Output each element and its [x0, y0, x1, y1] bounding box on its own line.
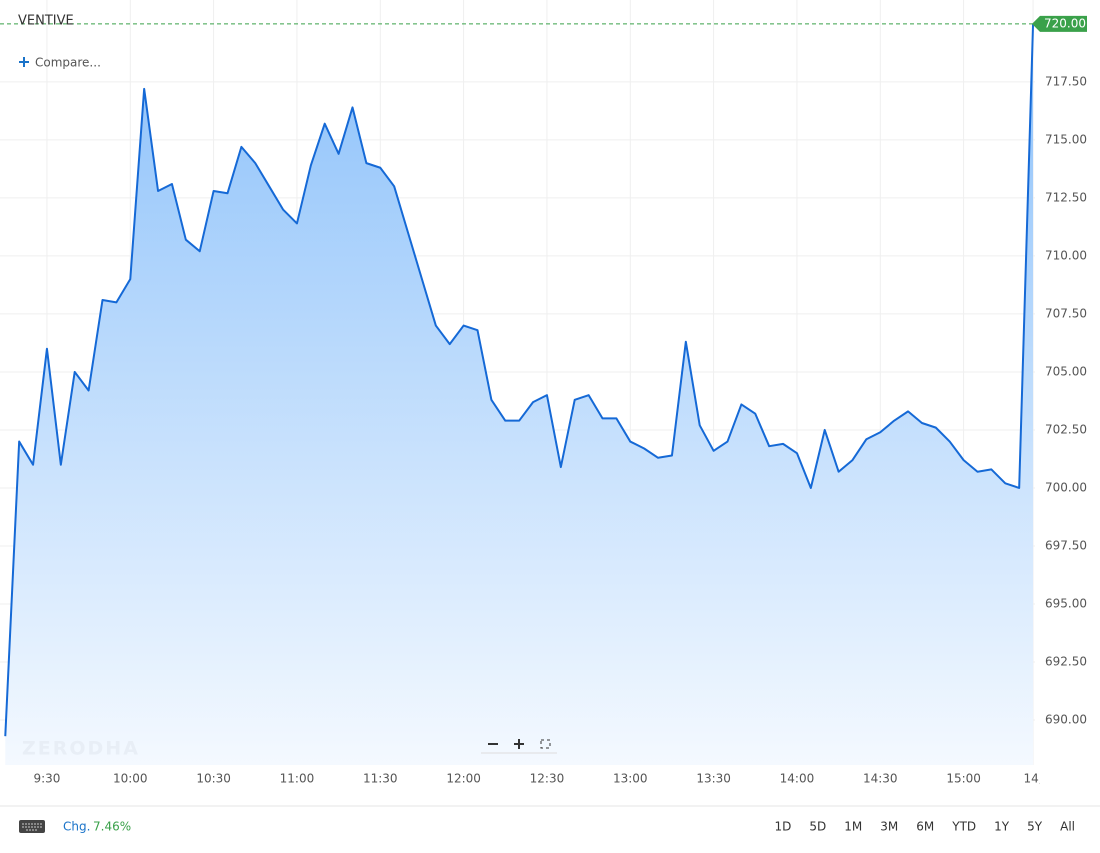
range-button[interactable]: 3M — [880, 820, 898, 834]
keyboard-icon[interactable] — [19, 820, 45, 833]
x-tick-label: 14:00 — [780, 772, 815, 786]
zoom-in[interactable] — [514, 739, 524, 749]
range-button[interactable]: 1M — [844, 820, 862, 834]
y-tick-label: 700.00 — [1045, 480, 1087, 494]
range-button[interactable]: 5D — [809, 820, 826, 834]
range-button[interactable]: YTD — [951, 820, 976, 834]
x-tick-label: 11:30 — [363, 772, 398, 786]
x-tick-label: 12:00 — [446, 772, 481, 786]
fullscreen[interactable] — [540, 739, 551, 749]
x-axis: 9:30 10:00 10:30 11:00 11:30 12:00 12:30 13:00 1… — [33, 772, 1043, 786]
change-value: 7.46% — [93, 820, 131, 834]
y-tick-label: 705.00 — [1045, 364, 1087, 378]
watermark: ZERODHA — [22, 738, 140, 760]
x-tick-label: 15:00 — [946, 772, 981, 786]
y-tick-label: 695.00 — [1045, 596, 1087, 610]
range-button[interactable]: 1Y — [994, 820, 1010, 834]
y-tick-label: 690.00 — [1045, 712, 1087, 726]
x-tick-label: 13:30 — [696, 772, 731, 786]
range-button[interactable]: 5Y — [1027, 820, 1043, 834]
x-tick-label: 13:00 — [613, 772, 648, 786]
x-tick-label: 10:00 — [113, 772, 148, 786]
y-tick-label: 707.50 — [1045, 306, 1087, 320]
y-tick-label: 717.50 — [1045, 74, 1087, 88]
plot — [4, 23, 1035, 765]
compare-button[interactable]: Compare... — [19, 56, 101, 70]
price-line — [4, 23, 1035, 737]
y-tick-label: 710.00 — [1045, 248, 1087, 262]
y-tick-label: 702.50 — [1045, 422, 1087, 436]
y-tick-label: 712.50 — [1045, 190, 1087, 204]
x-tick-label: 14:30 — [863, 772, 898, 786]
compare-text[interactable]: Compare... — [35, 56, 101, 70]
symbol: VENTIVE — [18, 14, 74, 29]
y-tick-label: 692.50 — [1045, 654, 1087, 668]
x-tick-label: 9:30 — [33, 772, 60, 786]
x-tick-label: 11:00 — [280, 772, 315, 786]
x-tick-label: 12:30 — [530, 772, 565, 786]
last-price-tag — [1032, 15, 1087, 32]
range-button[interactable]: 6M — [916, 820, 934, 834]
range-buttons: All 5Y 1Y YTD 6M 3M 1M 5D 1D — [775, 820, 1075, 834]
x-tick-label: 14, — [1024, 772, 1043, 786]
range-button[interactable]: 1D — [775, 820, 792, 834]
zoom-controls — [481, 739, 557, 754]
x-tick-label: 10:30 — [196, 772, 231, 786]
y-tick-label: 715.00 — [1045, 132, 1087, 146]
last-price-label: 720.00 — [1044, 16, 1086, 30]
change-label: Chg. — [63, 820, 90, 834]
area-fill — [5, 23, 1034, 765]
axes: 690.00 692.50 695.00 697.50 700.00 702.50 705.… — [0, 15, 1087, 786]
range-button[interactable]: All — [1060, 820, 1075, 834]
y-tick-label: 697.50 — [1045, 538, 1087, 552]
